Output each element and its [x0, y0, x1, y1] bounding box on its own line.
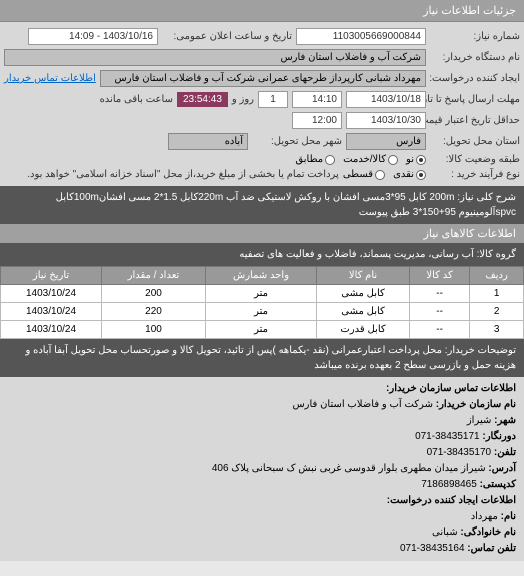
buytype-label: نوع فرآیند خرید : [430, 169, 520, 180]
items-table: ردیف کد کالا نام کالا واحد شمارش تعداد /… [0, 266, 524, 339]
header-title: جزئیات اطلاعات نیاز [423, 5, 516, 17]
radio-installment[interactable] [375, 170, 385, 180]
table-row: 2--کابل مشیمتر2201403/10/24 [1, 303, 524, 321]
deadline-date: 1403/10/18 [346, 91, 426, 108]
tel-label: تلفن تماس: [467, 543, 516, 554]
deadline-time: 14:10 [292, 91, 342, 108]
days-label: روز و [232, 94, 254, 105]
buyer-device-label: نام دستگاه خریدار: [430, 52, 520, 63]
org: شرکت آب و فاضلاب استان فارس [292, 399, 433, 410]
desc-label: شرح کلی نیاز: [457, 192, 516, 203]
table-cell: 100 [102, 321, 206, 339]
contact-link[interactable]: اطلاعات تماس خریدار [4, 73, 96, 84]
buytype-radios: نقدی قسطی [343, 169, 426, 180]
th-4: تعداد / مقدار [102, 267, 206, 285]
form-main: شماره نیاز: 1103005669000844 تاریخ و ساع… [0, 22, 524, 186]
group-bar: گروه کالا: آب رسانی، مدیریت پسماند، فاضل… [0, 243, 524, 266]
requester-label: ایجاد کننده درخواست: [430, 73, 520, 84]
table-cell: -- [409, 285, 469, 303]
postal-label: کدپستی: [480, 479, 516, 490]
ccity-label: شهر: [494, 415, 516, 426]
th-3: واحد شمارش [205, 267, 316, 285]
contact-title: اطلاعات تماس سازمان خریدار: [8, 381, 516, 397]
org-label: نام سازمان خریدار: [436, 399, 516, 410]
table-cell: 3 [470, 321, 524, 339]
need-number-label: شماره نیاز: [430, 31, 520, 42]
condition-label: طبقه وضعیت کالا: [430, 154, 520, 165]
th-2: نام کالا [317, 267, 410, 285]
province-field: فارس [346, 133, 426, 150]
remain-label: ساعت باقی مانده [100, 94, 173, 105]
table-cell: 200 [102, 285, 206, 303]
table-cell: -- [409, 303, 469, 321]
contact-block: اطلاعات تماس سازمان خریدار: نام سازمان خ… [0, 377, 524, 561]
cphone: 38435170-071 [427, 447, 492, 458]
datetime-field: 1403/10/16 - 14:09 [28, 28, 158, 45]
group-label: گروه کالا: [477, 249, 516, 260]
table-cell: متر [205, 285, 316, 303]
countdown: 23:54:43 [177, 92, 228, 107]
condition-radios: نو کالا/خدمت مطابق [295, 154, 426, 165]
table-cell: کابل قدرت [317, 321, 410, 339]
address: شیراز میدان مطهری بلوار قدوسی غربی نبش ک… [212, 463, 486, 474]
radio-cash[interactable] [416, 170, 426, 180]
desc-text: 200m کابل 95*3مسی افشان با روکش لاستیکی … [56, 192, 516, 218]
validity-label: حداقل تاریخ اعتبار قیمت: تا تاریخ: [430, 115, 520, 126]
th-5: تاریخ نیاز [1, 267, 102, 285]
table-cell: کابل مشی [317, 285, 410, 303]
notes-text: محل پرداخت اعتبارعمرانی (نقد -یکماهه )پس… [26, 345, 517, 371]
table-cell: 1403/10/24 [1, 321, 102, 339]
validity-date: 1403/10/30 [346, 112, 426, 129]
table-cell: -- [409, 321, 469, 339]
payment-note: پرداخت تمام یا بخشی از مبلغ خرید،از محل … [4, 169, 339, 180]
need-number-field: 1103005669000844 [296, 28, 426, 45]
province-label: استان محل تحویل: [430, 136, 520, 147]
table-cell: 1403/10/24 [1, 303, 102, 321]
notes-bar: توضیحات خریدار: محل پرداخت اعتبارعمرانی … [0, 339, 524, 377]
group-title: اطلاعات کالاهای نیاز [0, 224, 524, 243]
table-cell: 1403/10/24 [1, 285, 102, 303]
datetime-label: تاریخ و ساعت اعلان عمومی: [162, 31, 292, 42]
cphone-label: تلفن: [494, 447, 516, 458]
table-cell: کابل مشی [317, 303, 410, 321]
validity-time: 12:00 [292, 112, 342, 129]
group-text: آب رسانی، مدیریت پسماند، فاضلاب و فعالیت… [239, 249, 473, 260]
radio-used[interactable] [388, 155, 398, 165]
table-row: 1--کابل مشیمتر2001403/10/24 [1, 285, 524, 303]
table-cell: 220 [102, 303, 206, 321]
th-0: ردیف [470, 267, 524, 285]
days-field: 1 [258, 91, 288, 108]
table-cell: 2 [470, 303, 524, 321]
table-header-row: ردیف کد کالا نام کالا واحد شمارش تعداد /… [1, 267, 524, 285]
panel-header: جزئیات اطلاعات نیاز [0, 0, 524, 22]
requester-field: مهرداد شبانی کارپرداز طرحهای عمرانی شرکت… [100, 70, 426, 87]
table-cell: متر [205, 321, 316, 339]
name-label: نام: [501, 511, 516, 522]
deadline-label: مهلت ارسال پاسخ تا تاریخ: [430, 94, 520, 105]
th-1: کد کالا [409, 267, 469, 285]
city-label: شهر محل تحویل: [252, 136, 342, 147]
creator-title: اطلاعات ایجاد کننده درخواست: [8, 493, 516, 509]
tel: 38435164-071 [400, 543, 465, 554]
table-row: 3--کابل قدرتمتر1001403/10/24 [1, 321, 524, 339]
ccity: شیراز [467, 415, 492, 426]
table-cell: 1 [470, 285, 524, 303]
postal: 7186898465 [421, 479, 477, 490]
family-label: نام خانوادگی: [460, 527, 516, 538]
city-field: آباده [168, 133, 248, 150]
fax-label: دورنگار: [482, 431, 516, 442]
notes-label: توضیحات خریدار: [445, 345, 516, 356]
address-label: آدرس: [488, 463, 516, 474]
family: شبانی [432, 527, 458, 538]
cname: مهرداد [471, 511, 498, 522]
radio-new[interactable] [416, 155, 426, 165]
buyer-device-field: شرکت آب و فاضلاب استان فارس [4, 49, 426, 66]
fax: 38435171-071 [415, 431, 480, 442]
table-cell: متر [205, 303, 316, 321]
desc-bar: شرح کلی نیاز: 200m کابل 95*3مسی افشان با… [0, 186, 524, 224]
radio-match[interactable] [325, 155, 335, 165]
